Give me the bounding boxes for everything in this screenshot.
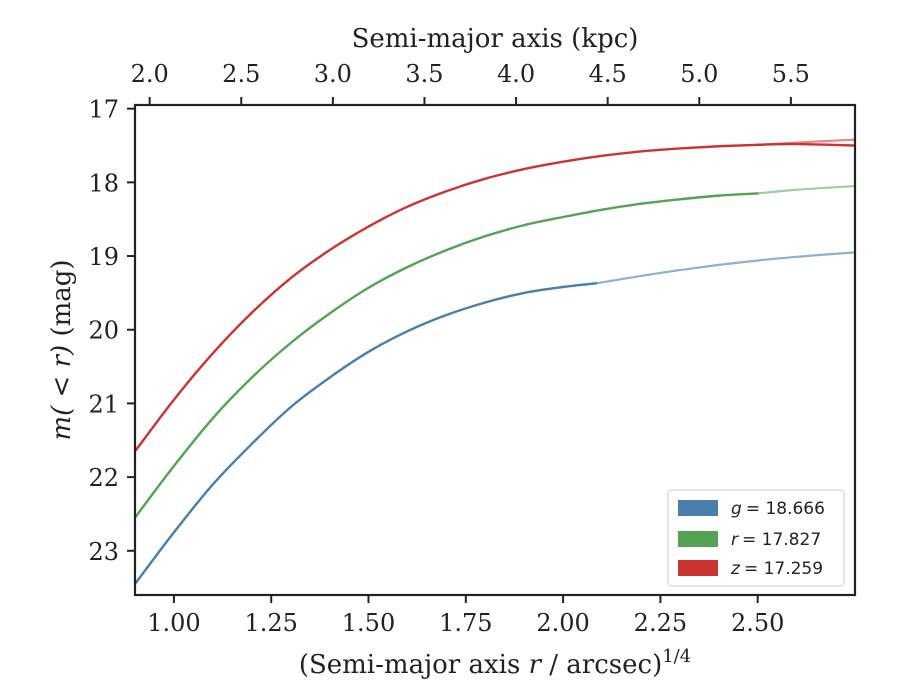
series-g-line (135, 282, 598, 586)
y-axis-label: m( < r) (mag) (47, 259, 77, 440)
y-axis-label-close: ) (47, 345, 77, 356)
legend-var-r: r (731, 530, 739, 550)
legend-value-g: = 18.666 (746, 499, 825, 519)
series-z-line (135, 142, 855, 453)
plot-frame (133, 103, 857, 597)
legend-swatch-z (678, 560, 718, 576)
x-axis-label: (Semi-major axis r / arcsec)1/4 (299, 646, 691, 680)
plot-area (135, 138, 855, 586)
top-x-tick-label: 3.5 (405, 60, 443, 88)
legend-label-g: g = 18.666 (731, 499, 825, 519)
y-axis-label-var: r (47, 353, 77, 367)
legend-var-g: g (731, 499, 742, 519)
x-tick-label: 2.00 (536, 609, 589, 637)
y-tick-label: 23 (88, 538, 119, 566)
bottom-x-axis: 1.00 1.25 1.50 1.75 2.00 2.25 2.50 (147, 595, 784, 637)
top-x-tick-label: 2.0 (131, 60, 169, 88)
top-x-axis: 2.0 2.5 3.0 3.5 4.0 4.5 5.0 5.5 (131, 60, 810, 105)
y-tick-label: 18 (88, 169, 119, 197)
legend-value-z: = 17.259 (744, 559, 823, 579)
y-tick-label: 19 (88, 243, 119, 271)
x-tick-label: 1.00 (147, 609, 200, 637)
top-x-tick-label: 5.0 (680, 60, 718, 88)
x-axis-label-suffix: / arcsec) (541, 650, 662, 680)
legend-label-r: r = 17.827 (731, 530, 821, 550)
x-tick-label: 1.50 (342, 609, 395, 637)
series-r-fit-line (756, 184, 855, 195)
top-x-tick-label: 4.5 (589, 60, 627, 88)
legend-swatch-r (678, 531, 718, 547)
y-axis-label-unit: (mag) (47, 259, 77, 344)
x-axis-label-sup: 1/4 (662, 646, 691, 667)
top-x-tick-label: 3.0 (314, 60, 352, 88)
legend-label-z: z = 17.259 (730, 559, 823, 579)
y-tick-label: 20 (88, 317, 119, 345)
top-x-tick-label: 5.5 (772, 60, 810, 88)
top-axis-label: Semi-major axis (kpc) (352, 24, 639, 54)
y-tick-label: 22 (88, 464, 119, 492)
y-axis-label-m: m( (47, 405, 77, 441)
x-tick-label: 1.75 (439, 609, 492, 637)
x-tick-label: 1.25 (244, 609, 297, 637)
y-tick-label: 21 (88, 390, 119, 418)
x-axis-label-prefix: (Semi-major axis (299, 650, 529, 680)
series-g-fit-line (595, 251, 855, 285)
left-y-axis: 17 18 19 20 21 22 23 (88, 96, 135, 566)
series-r-line (135, 192, 759, 519)
legend-var-z: z (730, 559, 741, 579)
top-x-tick-label: 4.0 (497, 60, 535, 88)
legend: g = 18.666 r = 17.827 z = 17.259 (667, 489, 845, 587)
legend-value-r: = 17.827 (742, 530, 821, 550)
top-x-tick-label: 2.5 (222, 60, 260, 88)
x-axis-label-var: r (529, 650, 543, 680)
x-tick-label: 2.25 (634, 609, 687, 637)
legend-swatch-g (678, 500, 718, 516)
y-axis-label-lt: < (47, 367, 77, 405)
x-tick-label: 2.50 (731, 609, 784, 637)
y-tick-label: 17 (88, 96, 119, 124)
